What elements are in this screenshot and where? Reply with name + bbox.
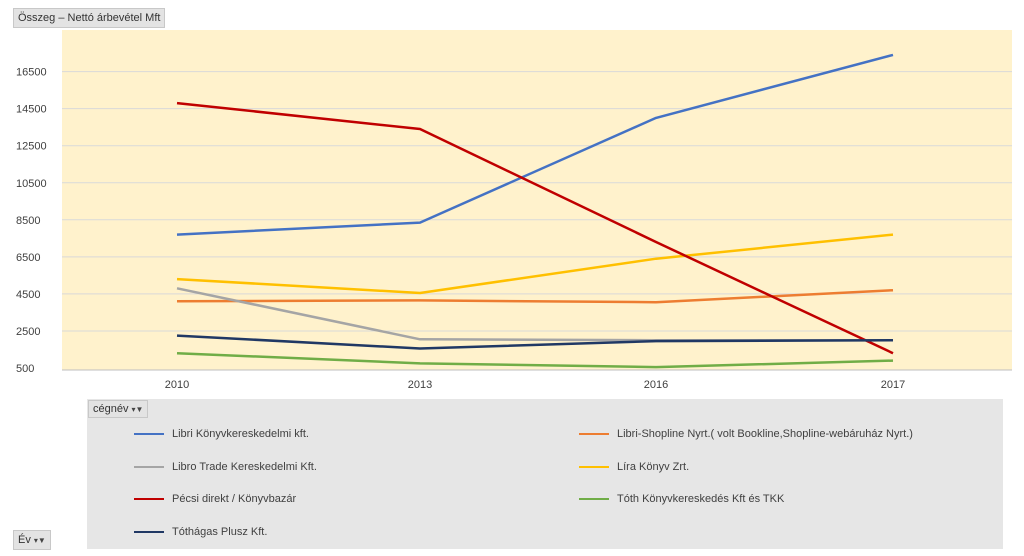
y-tick-label: 500	[16, 363, 34, 375]
legend: Libri Könyvkereskedelmi kft. Libri-Shopli…	[87, 399, 1003, 549]
x-axis-tick-labels: 2010 2013 2016 2017	[165, 379, 905, 391]
legend-swatch	[134, 498, 164, 500]
legend-item[interactable]: Tóthágas Plusz Kft.	[134, 524, 267, 540]
legend-swatch	[134, 433, 164, 435]
x-tick-label: 2016	[644, 379, 668, 391]
series-field-label: cégnév	[93, 403, 129, 415]
legend-label: Libri Könyvkereskedelmi kft.	[172, 428, 309, 440]
series-line	[176, 351, 894, 369]
y-tick-label: 14500	[16, 104, 47, 116]
legend-swatch	[579, 433, 609, 435]
legend-item[interactable]: Líra Könyv Zrt.	[579, 459, 689, 475]
plot-area	[62, 30, 1012, 370]
y-tick-label: 4500	[16, 289, 40, 301]
legend-label: Tóthágas Plusz Kft.	[172, 526, 268, 538]
value-field-label: Összeg – Nettó árbevétel Mft	[18, 12, 161, 24]
value-field-button[interactable]: Összeg – Nettó árbevétel Mft	[13, 8, 166, 28]
legend-label: Libro Trade Kereskedelmi Kft.	[172, 461, 317, 473]
filter-dropdown-icon: ▾▼	[131, 405, 144, 414]
series-line	[176, 101, 894, 355]
series-field-filter-button[interactable]: cégnév ▾▼	[88, 400, 149, 418]
series-line	[176, 53, 894, 236]
series-lines	[176, 53, 894, 369]
legend-swatch	[134, 531, 164, 533]
legend-swatch	[134, 466, 164, 468]
legend-item[interactable]: Tóth Könyvkereskedés Kft és TKK	[579, 491, 784, 507]
legend-label: Libri-Shopline Nyrt.( volt Bookline,Shop…	[617, 428, 913, 440]
y-tick-label: 10500	[16, 178, 47, 190]
legend-item[interactable]: Pécsi direkt / Könyvbazár	[134, 491, 296, 507]
filter-dropdown-icon: ▾▼	[33, 536, 46, 545]
y-tick-label: 2500	[16, 326, 40, 338]
y-tick-label: 8500	[16, 215, 40, 227]
axis-field-filter-button[interactable]: Év ▾▼	[13, 530, 51, 550]
legend-item[interactable]: Libro Trade Kereskedelmi Kft.	[134, 459, 317, 475]
legend-swatch	[579, 498, 609, 500]
x-tick-label: 2017	[881, 379, 905, 391]
legend-item[interactable]: Libri-Shopline Nyrt.( volt Bookline,Shop…	[579, 426, 913, 442]
series-line	[176, 233, 894, 295]
legend-label: Líra Könyv Zrt.	[617, 461, 690, 473]
legend-item[interactable]: Libri Könyvkereskedelmi kft.	[134, 426, 309, 442]
y-tick-label: 16500	[16, 67, 47, 79]
series-line	[176, 334, 894, 350]
y-tick-label: 12500	[16, 141, 47, 153]
legend-label: Pécsi direkt / Könyvbazár	[172, 493, 297, 505]
axis-field-label: Év	[18, 534, 31, 546]
legend-swatch	[579, 466, 609, 468]
y-axis-tick-labels: 500 2500 4500 6500 8500 10500 12500 14500 16500	[16, 67, 47, 375]
y-tick-label: 6500	[16, 252, 40, 264]
series-line	[176, 288, 894, 304]
x-tick-label: 2013	[408, 379, 432, 391]
x-tick-label: 2010	[165, 379, 189, 391]
legend-label: Tóth Könyvkereskedés Kft és TKK	[617, 493, 785, 505]
gridlines	[62, 71, 1012, 332]
